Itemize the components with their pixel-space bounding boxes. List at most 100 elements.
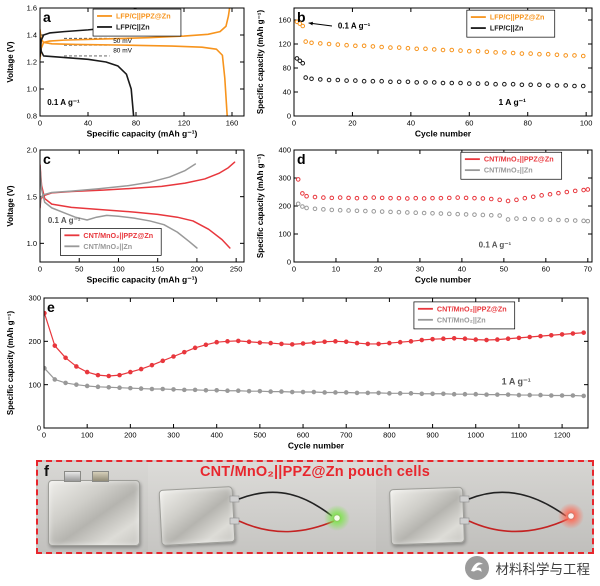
chart-a-axes: 0 40 80 120 160 0.8 1.0 1.2 1.4 1.6 Specific capac… xyxy=(6,4,244,139)
svg-text:0: 0 xyxy=(37,424,41,433)
chart-d-series xyxy=(295,177,591,224)
svg-text:1000: 1000 xyxy=(467,431,484,440)
svg-text:1.0: 1.0 xyxy=(27,239,37,248)
svg-text:80: 80 xyxy=(524,119,532,128)
svg-text:0: 0 xyxy=(287,258,291,267)
watermark-logo-icon xyxy=(464,556,489,580)
svg-text:300: 300 xyxy=(167,431,180,440)
svg-text:Specific capacity (mAh g⁻¹): Specific capacity (mAh g⁻¹) xyxy=(256,154,265,259)
pouch-tab-nickel xyxy=(92,471,109,482)
svg-text:1.6: 1.6 xyxy=(27,4,37,13)
svg-text:1200: 1200 xyxy=(554,431,571,440)
svg-text:CNT/MnO₂||PPZ@Zn: CNT/MnO₂||PPZ@Zn xyxy=(437,304,507,313)
svg-text:50 mV: 50 mV xyxy=(113,38,132,45)
svg-text:0.1 A g⁻¹: 0.1 A g⁻¹ xyxy=(338,21,371,30)
svg-text:Specific capacity (mAh g⁻¹): Specific capacity (mAh g⁻¹) xyxy=(6,311,15,416)
svg-text:20: 20 xyxy=(348,119,356,128)
chart-c-series xyxy=(40,161,236,249)
svg-text:10: 10 xyxy=(332,265,340,274)
svg-text:60: 60 xyxy=(542,265,550,274)
svg-text:30: 30 xyxy=(416,265,424,274)
svg-text:CNT/MnO₂||Zn: CNT/MnO₂||Zn xyxy=(437,315,486,324)
svg-text:50: 50 xyxy=(75,265,83,274)
svg-text:Voltage (V): Voltage (V) xyxy=(6,185,15,227)
chart-a-legend: LFP/C||PPZ@Zn LFP/C||Zn xyxy=(92,8,182,37)
chart-b-legend: LFP/C||PPZ@Zn LFP/C||Zn xyxy=(466,9,556,38)
svg-text:20: 20 xyxy=(374,265,382,274)
svg-text:LFP/C||PPZ@Zn: LFP/C||PPZ@Zn xyxy=(116,12,171,21)
middle-cell-tab-top xyxy=(229,495,240,503)
pouch-cells-photo-panel: f CNT/MnO₂||PPZ@Zn pouch cells xyxy=(36,460,594,554)
svg-text:200: 200 xyxy=(28,337,41,346)
green-led xyxy=(333,514,341,522)
panel-letter-b: b xyxy=(297,9,306,25)
black-wire-middle xyxy=(238,491,333,517)
svg-text:LFP/C||Zn: LFP/C||Zn xyxy=(490,24,524,33)
svg-text:Cycle number: Cycle number xyxy=(415,275,472,285)
panel-letter-a: a xyxy=(43,9,51,25)
watermark-label: 材料科学与工程 xyxy=(495,562,591,577)
svg-text:Cycle number: Cycle number xyxy=(415,129,472,139)
svg-text:0.8: 0.8 xyxy=(27,112,37,121)
chart-c-legend: CNT/MnO₂||PPZ@Zn CNT/MnO₂||Zn xyxy=(60,228,162,256)
chart-e-axes: 0 100 200 300 400 500 600 700 800 900 1000 1100 1200… xyxy=(6,294,588,451)
chart-b-cycling-lfp: 0 20 40 60 80 100 0 40 80 120 160 Cycle number Speci… xyxy=(256,7,593,139)
svg-text:100: 100 xyxy=(112,265,125,274)
svg-text:0.1 A g⁻¹: 0.1 A g⁻¹ xyxy=(48,216,81,225)
pouch-cells-title: CNT/MnO₂||PPZ@Zn pouch cells xyxy=(199,464,431,480)
svg-text:Specific capacity (mAh g⁻¹): Specific capacity (mAh g⁻¹) xyxy=(87,129,198,139)
chart-e-long-cycling-mno2: 0 100 200 300 400 500 600 700 800 900 1000 1100 1200… xyxy=(6,294,589,451)
chart-e-legend: CNT/MnO₂||PPZ@Zn CNT/MnO₂||Zn xyxy=(413,301,516,330)
svg-text:0.1 A g⁻¹: 0.1 A g⁻¹ xyxy=(479,240,512,249)
svg-text:CNT/MnO₂||Zn: CNT/MnO₂||Zn xyxy=(484,166,533,175)
svg-text:50: 50 xyxy=(500,265,508,274)
svg-text:70: 70 xyxy=(584,265,592,274)
svg-text:250: 250 xyxy=(230,265,243,274)
svg-text:CNT/MnO₂||PPZ@Zn: CNT/MnO₂||PPZ@Zn xyxy=(83,231,153,240)
right-cell-tab-bottom xyxy=(459,517,470,525)
svg-text:40: 40 xyxy=(84,119,92,128)
red-wire-right xyxy=(468,518,569,533)
svg-text:120: 120 xyxy=(178,119,191,128)
chart-e-series xyxy=(44,310,586,399)
chart-a-series xyxy=(40,8,231,116)
svg-text:1 A g⁻¹: 1 A g⁻¹ xyxy=(502,377,531,387)
svg-text:80: 80 xyxy=(283,64,291,73)
svg-text:200: 200 xyxy=(124,431,137,440)
svg-text:200: 200 xyxy=(278,202,291,211)
svg-text:CNT/MnO₂||PPZ@Zn: CNT/MnO₂||PPZ@Zn xyxy=(484,155,554,164)
chart-b-axes: 0 20 40 60 80 100 0 40 80 120 160 Cycle number Speci… xyxy=(256,8,592,139)
chart-d-legend: CNT/MnO₂||PPZ@Zn CNT/MnO₂||Zn xyxy=(460,151,563,180)
svg-text:500: 500 xyxy=(254,431,267,440)
svg-text:80 mV: 80 mV xyxy=(113,47,132,54)
svg-text:300: 300 xyxy=(28,294,41,303)
svg-text:1 A g⁻¹: 1 A g⁻¹ xyxy=(499,97,527,107)
pouch-cell-left xyxy=(48,480,140,546)
svg-text:60: 60 xyxy=(465,119,473,128)
svg-text:100: 100 xyxy=(28,380,41,389)
svg-text:400: 400 xyxy=(210,431,223,440)
chart-c-axes: 0 50 100 150 200 250 1.0 1.5 2.0 Specific capacit… xyxy=(6,146,244,285)
right-cell-tab-top xyxy=(459,495,470,503)
svg-text:150: 150 xyxy=(151,265,164,274)
svg-text:900: 900 xyxy=(426,431,439,440)
svg-text:200: 200 xyxy=(191,265,204,274)
black-wire-right xyxy=(468,491,567,517)
svg-text:0: 0 xyxy=(287,112,291,121)
svg-text:1.5: 1.5 xyxy=(27,192,37,201)
svg-text:40: 40 xyxy=(407,119,415,128)
pouch-tab-aluminum xyxy=(64,471,81,482)
svg-text:700: 700 xyxy=(340,431,353,440)
chart-d-cycling-mno2: 0 10 20 30 40 50 60 70 0 100 200 300 400 Cycle number… xyxy=(256,146,593,285)
chart-b-series xyxy=(294,19,586,89)
svg-text:1.4: 1.4 xyxy=(27,31,37,40)
svg-text:1100: 1100 xyxy=(511,431,527,440)
svg-text:0: 0 xyxy=(292,265,296,274)
svg-text:80: 80 xyxy=(132,119,140,128)
svg-text:300: 300 xyxy=(278,174,291,183)
svg-text:Specific capacity (mAh g⁻¹): Specific capacity (mAh g⁻¹) xyxy=(256,10,265,115)
svg-text:160: 160 xyxy=(226,119,239,128)
svg-text:0: 0 xyxy=(292,119,296,128)
svg-text:0: 0 xyxy=(42,431,46,440)
svg-text:100: 100 xyxy=(81,431,94,440)
